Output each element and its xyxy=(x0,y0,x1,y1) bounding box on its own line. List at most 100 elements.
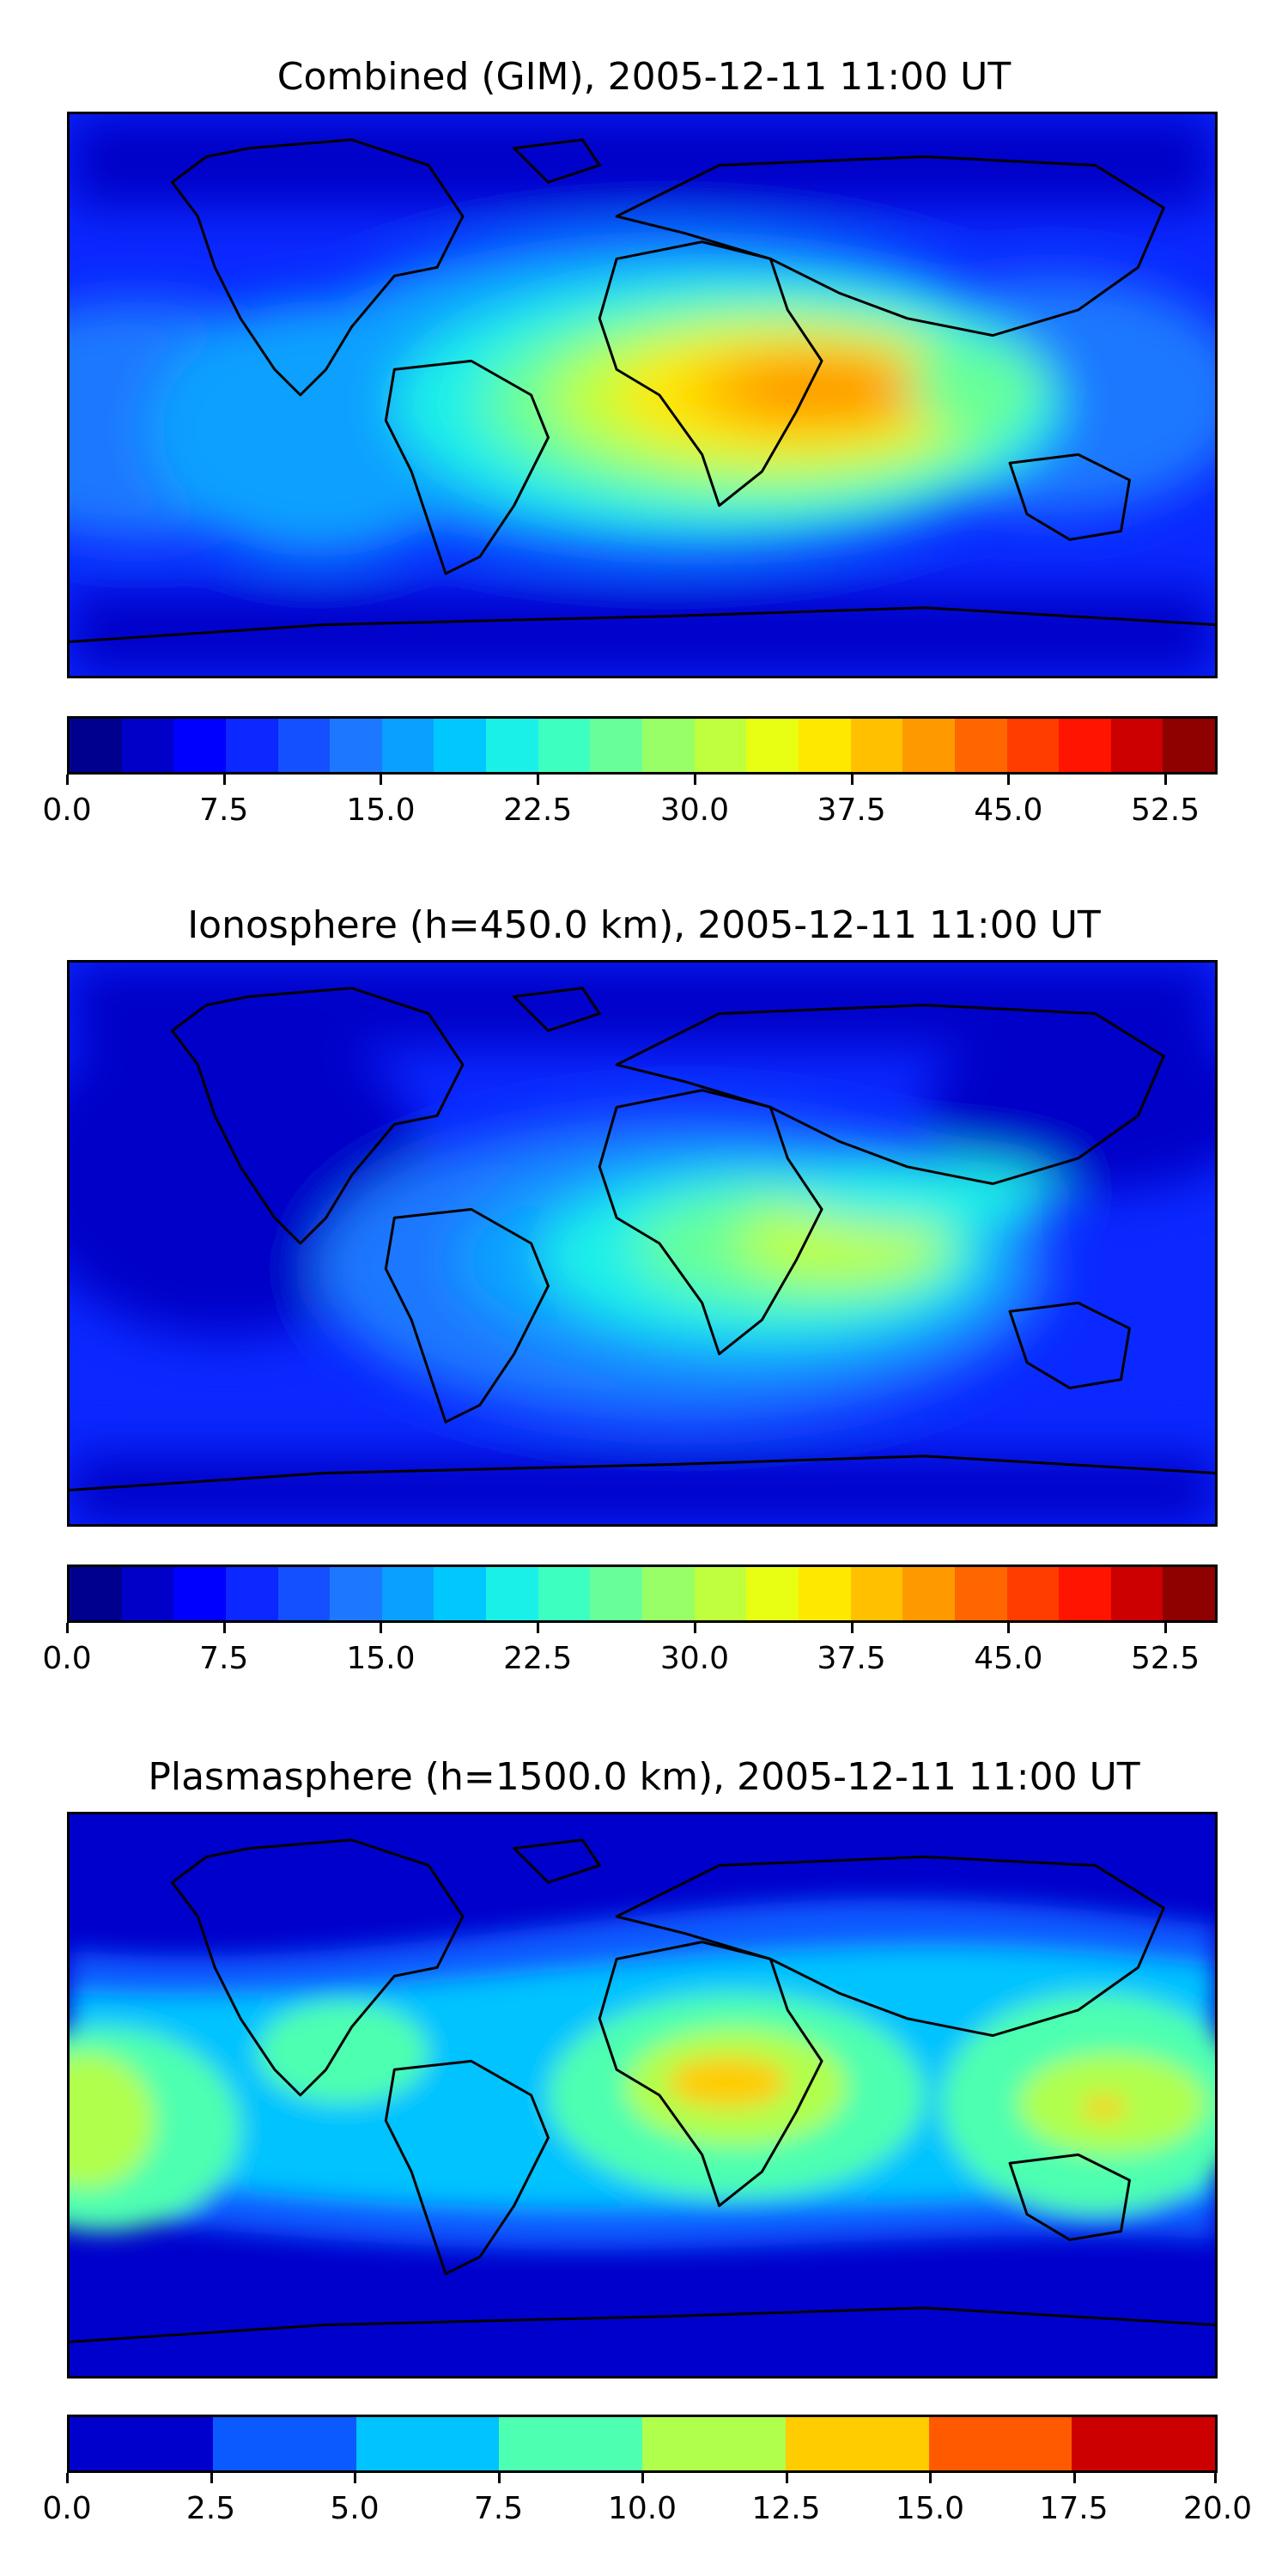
colorbar-tick-label: 7.5 xyxy=(199,793,249,828)
colorbar-segment xyxy=(1059,719,1111,772)
colorbar-tick xyxy=(222,1623,226,1633)
colorbar-tick xyxy=(929,2473,932,2483)
colorbar-tick-label: 30.0 xyxy=(659,1641,729,1676)
colorbar-tick xyxy=(537,1623,540,1633)
colorbar-segment xyxy=(277,1567,331,1620)
colorbar-segment xyxy=(381,719,434,772)
colorbar-segment xyxy=(1072,2417,1215,2470)
colorbar-tick xyxy=(1007,775,1011,785)
colorbar-segment xyxy=(173,719,226,772)
colorbar-segment xyxy=(121,719,174,772)
colorbar-tick xyxy=(497,2473,501,2483)
colorbar-segment xyxy=(538,719,591,772)
colorbar-tick xyxy=(1164,775,1168,785)
colorbar-tick-label: 22.5 xyxy=(503,793,573,828)
combined-gim-map xyxy=(67,112,1218,678)
colorbar-segment xyxy=(590,1567,643,1620)
colorbar-tick xyxy=(380,775,383,785)
colorbar-segment xyxy=(642,2417,786,2470)
colorbar-tick-label: 20.0 xyxy=(1182,2491,1253,2526)
colorbar-segment xyxy=(499,2417,642,2470)
colorbar-segment xyxy=(212,2417,356,2470)
colorbar-segment xyxy=(798,1567,851,1620)
colorbar-tick-label: 10.0 xyxy=(607,2491,677,2526)
colorbar-tick-label: 15.0 xyxy=(895,2491,965,2526)
colorbar-segment xyxy=(70,719,122,772)
colorbar-segment xyxy=(954,719,1007,772)
colorbar-segment xyxy=(225,719,278,772)
coastlines-3 xyxy=(70,1838,1215,2343)
colorbar-tick xyxy=(850,775,854,785)
colorbar-segment xyxy=(694,1567,747,1620)
colorbar-segment xyxy=(642,719,695,772)
colorbar-segment xyxy=(928,2417,1072,2470)
colorbar-tick xyxy=(66,775,69,785)
colorbar-segment xyxy=(1059,1567,1111,1620)
colorbar-segment xyxy=(785,2417,929,2470)
colorbar-segment xyxy=(70,2417,213,2470)
colorbar-segment xyxy=(434,719,487,772)
colorbar-segment xyxy=(954,1567,1007,1620)
plasmasphere-colorbar xyxy=(67,2415,1218,2473)
colorbar-segment xyxy=(1110,1567,1163,1620)
colorbar-segment xyxy=(642,1567,695,1620)
colorbar-tick-label: 0.0 xyxy=(42,793,92,828)
colorbar-segment xyxy=(434,1567,487,1620)
colorbar-segment xyxy=(486,1567,538,1620)
colorbar-segment xyxy=(1006,719,1060,772)
colorbar-tick xyxy=(1214,2473,1217,2483)
colorbar-segment xyxy=(1163,719,1216,772)
colorbar-segment xyxy=(70,1567,122,1620)
combined-gim-colorbar xyxy=(67,716,1218,775)
colorbar-tick xyxy=(380,1623,383,1633)
colorbar-tick xyxy=(210,2473,213,2483)
colorbar-segment xyxy=(330,719,382,772)
colorbar-tick xyxy=(693,775,696,785)
ionosphere-colorbar-ticks: 0.0 7.5 15.0 22.5 30.0 37.5 45.0 52.5 xyxy=(42,1623,1218,1676)
colorbar-tick xyxy=(66,1623,69,1633)
colorbar-tick-label: 37.5 xyxy=(817,1641,886,1676)
colorbar-tick-label: 5.0 xyxy=(330,2491,380,2526)
colorbar-tick xyxy=(641,2473,644,2483)
colorbar-segment xyxy=(850,719,903,772)
colorbar-tick-label: 17.5 xyxy=(1039,2491,1109,2526)
colorbar-tick-label: 22.5 xyxy=(503,1641,573,1676)
plasmasphere-title: Plasmasphere (h=1500.0 km), 2005-12-11 1… xyxy=(148,1755,1140,1799)
colorbar-tick-label: 12.5 xyxy=(751,2491,821,2526)
colorbar-segment xyxy=(1006,1567,1060,1620)
colorbar-tick-label: 52.5 xyxy=(1131,793,1200,828)
colorbar-tick xyxy=(537,775,540,785)
plasmasphere-colorbar-ticks: 0.0 2.5 5.0 7.5 10.0 12.5 15.0 17.5 20.0 xyxy=(42,2473,1252,2526)
colorbar-tick xyxy=(1072,2473,1076,2483)
colorbar-tick xyxy=(850,1623,854,1633)
colorbar-tick xyxy=(354,2473,356,2483)
colorbar-segment xyxy=(902,1567,955,1620)
colorbar-segment xyxy=(538,1567,591,1620)
colorbar-tick xyxy=(785,2473,788,2483)
colorbar-segment xyxy=(694,719,747,772)
colorbar-tick xyxy=(693,1623,696,1633)
colorbar-segment xyxy=(486,719,538,772)
combined-gim-title: Combined (GIM), 2005-12-11 11:00 UT xyxy=(276,55,1012,99)
colorbar-segment xyxy=(173,1567,226,1620)
colorbar-tick xyxy=(1007,1623,1011,1633)
colorbar-segment xyxy=(355,2417,500,2470)
colorbar-segment xyxy=(746,719,799,772)
colorbar-tick-label: 2.5 xyxy=(185,2491,236,2526)
colorbar-segment xyxy=(121,1567,174,1620)
plasmasphere-map xyxy=(67,1812,1218,2379)
colorbar-segment xyxy=(330,1567,382,1620)
colorbar-tick-label: 0.0 xyxy=(42,2491,92,2526)
colorbar-tick xyxy=(1164,1623,1168,1633)
colorbar-segment xyxy=(1110,719,1163,772)
colorbar-segment xyxy=(590,719,643,772)
colorbar-segment xyxy=(902,719,955,772)
combined-gim-colorbar-ticks: 0.0 7.5 15.0 22.5 30.0 37.5 45.0 52.5 xyxy=(42,775,1218,828)
colorbar-tick-label: 52.5 xyxy=(1131,1641,1200,1676)
colorbar-segment xyxy=(746,1567,799,1620)
coastlines-1 xyxy=(70,138,1215,643)
colorbar-tick-label: 7.5 xyxy=(473,2491,524,2526)
colorbar-tick-label: 45.0 xyxy=(974,793,1043,828)
coastlines-2 xyxy=(70,987,1215,1492)
colorbar-segment xyxy=(1163,1567,1216,1620)
